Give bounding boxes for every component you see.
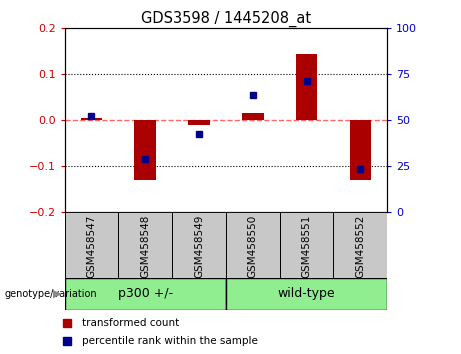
Bar: [280, 212, 333, 278]
Text: GSM458548: GSM458548: [140, 215, 150, 278]
Bar: [296, 54, 317, 120]
Bar: [349, 120, 371, 180]
Bar: [65, 212, 118, 278]
Bar: [333, 212, 387, 278]
Text: percentile rank within the sample: percentile rank within the sample: [82, 336, 258, 346]
Text: transformed count: transformed count: [82, 318, 179, 329]
Bar: [188, 120, 210, 125]
Bar: [81, 118, 102, 120]
Bar: [226, 278, 387, 310]
Text: GSM458547: GSM458547: [86, 215, 96, 278]
Bar: [226, 212, 280, 278]
Text: wild-type: wild-type: [278, 287, 335, 300]
Bar: [118, 212, 172, 278]
Text: GSM458551: GSM458551: [301, 215, 312, 278]
Title: GDS3598 / 1445208_at: GDS3598 / 1445208_at: [141, 11, 311, 27]
Bar: [242, 114, 264, 120]
Bar: [135, 120, 156, 180]
Text: ▶: ▶: [53, 289, 61, 299]
Text: p300 +/-: p300 +/-: [118, 287, 173, 300]
Text: GSM458550: GSM458550: [248, 215, 258, 278]
Text: GSM458549: GSM458549: [194, 215, 204, 278]
Text: GSM458552: GSM458552: [355, 215, 366, 278]
Text: genotype/variation: genotype/variation: [5, 289, 97, 299]
Bar: [172, 212, 226, 278]
Bar: [65, 278, 226, 310]
